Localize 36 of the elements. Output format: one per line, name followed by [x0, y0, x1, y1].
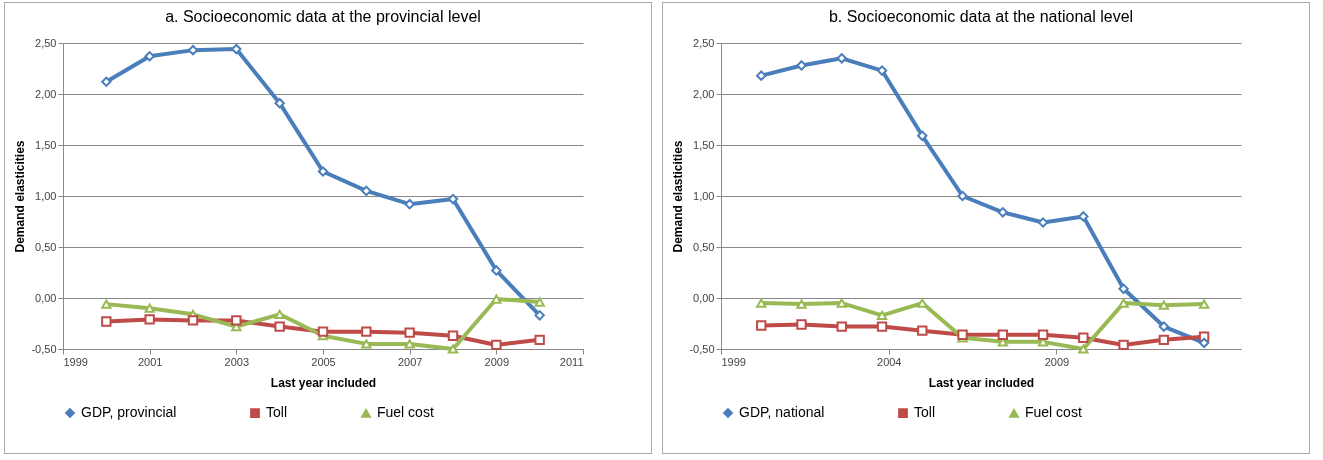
y-tick-label: 2,00: [693, 87, 715, 100]
y-tick-label: 1,50: [693, 138, 715, 151]
y-tick-label: -0,50: [31, 342, 57, 355]
y-tick-label: 2,00: [35, 87, 57, 100]
x-tick-label: 2005: [311, 355, 336, 368]
x-axis-title: Last year included: [270, 375, 377, 390]
x-tick-label: 2003: [224, 355, 250, 368]
y-axis-title: Demand elasticities: [13, 140, 28, 253]
y-tick-label: 0,00: [35, 291, 57, 304]
x-tick-label: 1999: [721, 355, 746, 368]
legend-label: Toll: [266, 404, 288, 421]
y-tick-label: 0,00: [693, 291, 715, 304]
chart-title: b. Socioeconomic data at the national level: [828, 8, 1134, 25]
x-tick-label: 2009: [484, 355, 510, 368]
x-tick-label: 2009: [1044, 355, 1070, 368]
x-tick-label: 2007: [397, 355, 423, 368]
y-tick-label: -0,50: [689, 342, 715, 355]
x-axis-title: Last year included: [928, 375, 1035, 390]
legend-label: GDP, provincial: [81, 404, 177, 421]
y-tick-label: 1,00: [35, 189, 57, 202]
legend-label: Fuel cost: [377, 404, 434, 421]
x-tick-label: 2004: [877, 355, 902, 368]
x-tick-label: 2001: [137, 355, 163, 368]
legend-label: GDP, national: [739, 404, 825, 421]
chart-title: a. Socioeconomic data at the provincial level: [165, 8, 481, 25]
legend-label: Fuel cost: [1025, 404, 1082, 421]
y-tick-label: 1,50: [35, 138, 57, 151]
y-tick-label: 1,00: [693, 189, 715, 202]
x-tick-label: 1999: [63, 355, 88, 368]
x-tick-label: 2011: [559, 355, 584, 368]
y-tick-label: 2,50: [35, 36, 57, 49]
legend-label: Toll: [914, 404, 936, 421]
y-tick-label: 2,50: [693, 36, 715, 49]
y-axis-title: Demand elasticities: [671, 140, 686, 253]
y-tick-label: 0,50: [693, 240, 715, 253]
y-tick-label: 0,50: [35, 240, 57, 253]
